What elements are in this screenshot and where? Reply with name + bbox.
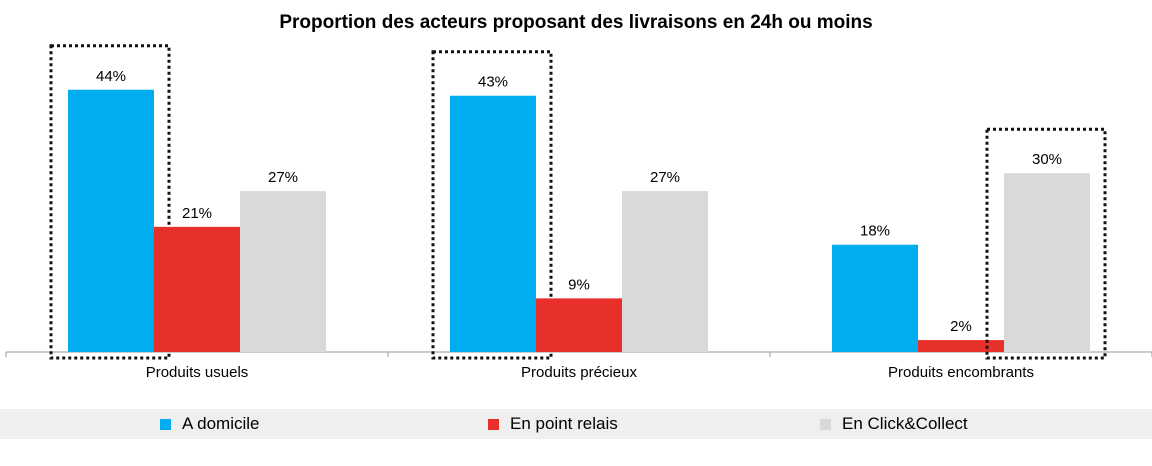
- bar-en-click-collect-produits-encombrants: [1004, 173, 1090, 352]
- data-label: 30%: [1032, 151, 1062, 168]
- data-label: 18%: [860, 223, 890, 240]
- bar-en-click-collect-produits-precieux: [622, 191, 708, 352]
- legend: A domicile En point relais En Click&Collec…: [0, 409, 1152, 439]
- legend-item-en-point-relais: En point relais: [488, 409, 618, 439]
- legend-swatch: [820, 418, 831, 430]
- bar-en-click-collect-produits-usuels: [240, 191, 326, 352]
- legend-label: En point relais: [510, 414, 618, 433]
- data-label: 44%: [96, 68, 126, 85]
- legend-swatch: [160, 418, 171, 430]
- bar-a-domicile-produits-precieux: [450, 95, 536, 352]
- data-label: 27%: [650, 169, 680, 186]
- data-label: 27%: [268, 169, 298, 186]
- legend-label: A domicile: [182, 414, 260, 433]
- legend-label: En Click&Collect: [842, 414, 968, 433]
- bar-a-domicile-produits-usuels: [68, 89, 154, 352]
- bar-chart: 44% 21% 27% Produits usuels 43% 9% 27% Produits…: [5, 44, 1152, 381]
- legend-swatch: [488, 418, 499, 430]
- chart-title: Proportion des acteurs proposant des liv…: [279, 12, 873, 33]
- data-label: 2%: [950, 318, 972, 335]
- category-label: Produits encombrants: [888, 364, 1034, 381]
- data-label: 43%: [478, 74, 508, 91]
- bar-en-point-relais-produits-usuels: [154, 226, 240, 352]
- bar-a-domicile-produits-encombrants: [832, 244, 918, 352]
- bar-en-point-relais-produits-encombrants: [918, 340, 1004, 352]
- bar-en-point-relais-produits-precieux: [536, 298, 622, 352]
- legend-item-a-domicile: A domicile: [160, 409, 259, 439]
- category-label: Produits usuels: [146, 364, 249, 381]
- data-label: 21%: [182, 205, 212, 222]
- legend-item-en-click-collect: En Click&Collect: [820, 409, 968, 439]
- data-label: 9%: [568, 276, 590, 293]
- highlight-frame: [49, 44, 171, 360]
- highlight-frame: [431, 50, 553, 360]
- category-label: Produits précieux: [521, 364, 637, 381]
